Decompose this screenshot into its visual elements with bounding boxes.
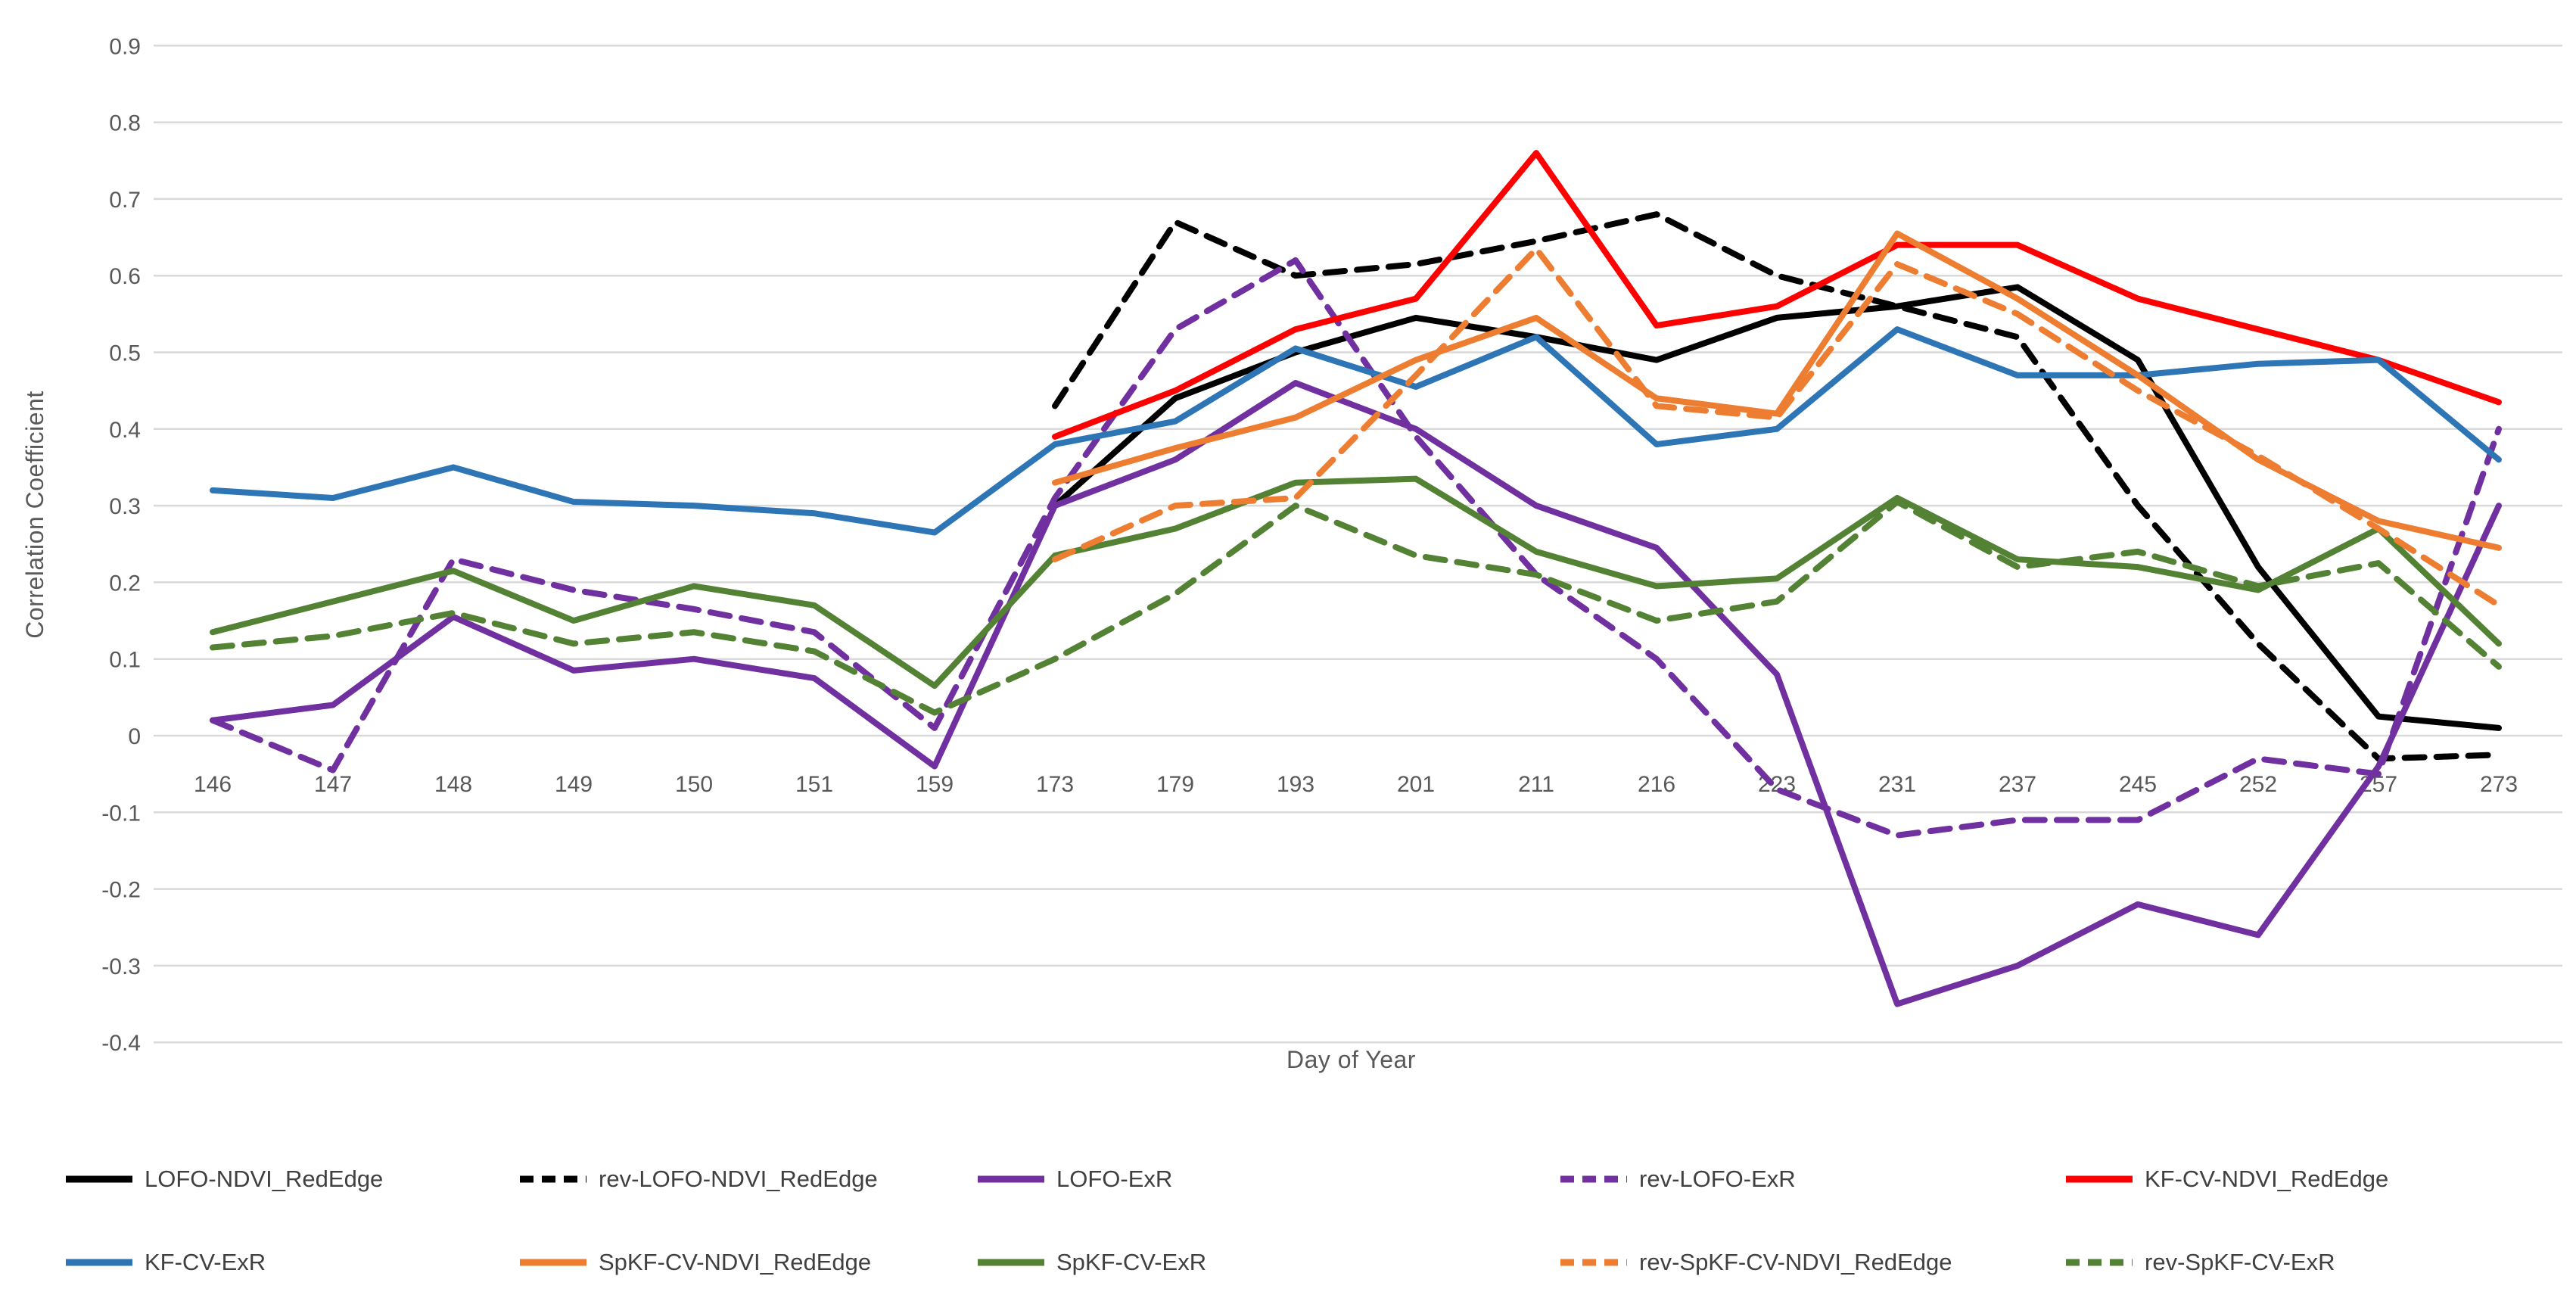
x-tick-label: 179 [1156,772,1194,797]
y-tick-label: 0.3 [109,494,141,519]
y-axis-tick-labels: 0.9 0.8 0.7 0.6 0.5 0.4 0.3 0.2 0.1 0 -0.1 -0.2 -0.3… [101,34,141,1056]
x-tick-label: 173 [1036,772,1074,797]
y-tick-label: 0.5 [109,341,141,366]
series-line-rev-SpKF-CV-ExR [210,499,2502,716]
x-tick-label: 231 [1878,772,1916,797]
y-tick-label: 0.8 [109,111,141,136]
gridlines [154,45,2562,1044]
x-tick-label: 150 [675,772,713,797]
series-line-LOFO-ExR [210,380,2502,1007]
x-tick-label: 273 [2480,772,2518,797]
series-line-LOFO-NDVI_RedEdge [1052,284,2502,731]
y-tick-label: 0.6 [109,264,141,289]
x-axis-title: Day of Year [1286,1046,1416,1073]
series-line-KF-CV-ExR [210,326,2502,536]
x-tick-label: 237 [1999,772,2036,797]
series-line-rev-LOFO-NDVI_RedEdge [1052,211,2502,762]
y-tick-label: -0.4 [101,1031,141,1056]
x-axis-tick-labels: 146 147 148 149 150 151 159 173 179 193 201 211 216 2… [194,772,2518,797]
series-line-rev-SpKF-CV-NDVI_RedEdge [1052,245,2502,609]
x-tick-label: 252 [2239,772,2277,797]
y-tick-label: -0.2 [101,878,141,903]
y-tick-label: 0.4 [109,418,141,443]
x-tick-label: 193 [1277,772,1314,797]
x-tick-label: 201 [1397,772,1435,797]
x-tick-label: 211 [1518,772,1554,797]
y-tick-label: -0.1 [101,801,141,826]
y-tick-label: 0.9 [109,34,141,59]
x-tick-label: 216 [1638,772,1675,797]
x-tick-label: 159 [916,772,954,797]
y-tick-label: -0.3 [101,954,141,979]
series-line-SpKF-CV-ExR [210,475,2502,689]
y-tick-label: 0.1 [109,648,141,673]
y-tick-label: 0.7 [109,188,141,213]
x-tick-label: 148 [434,772,472,797]
x-tick-label: 151 [795,772,833,797]
x-tick-label: 147 [314,772,352,797]
x-tick-label: 146 [194,772,232,797]
y-axis-title: Correlation Coefficient [21,391,48,639]
series-line-KF-CV-NDVI_RedEdge [1052,150,2502,440]
y-tick-label: 0.2 [109,571,141,596]
series-line-rev-LOFO-ExR [210,257,2502,839]
x-tick-label: 149 [555,772,593,797]
series-lines [210,150,2502,1007]
x-tick-label: 245 [2119,772,2157,797]
y-tick-label: 0 [128,724,141,749]
